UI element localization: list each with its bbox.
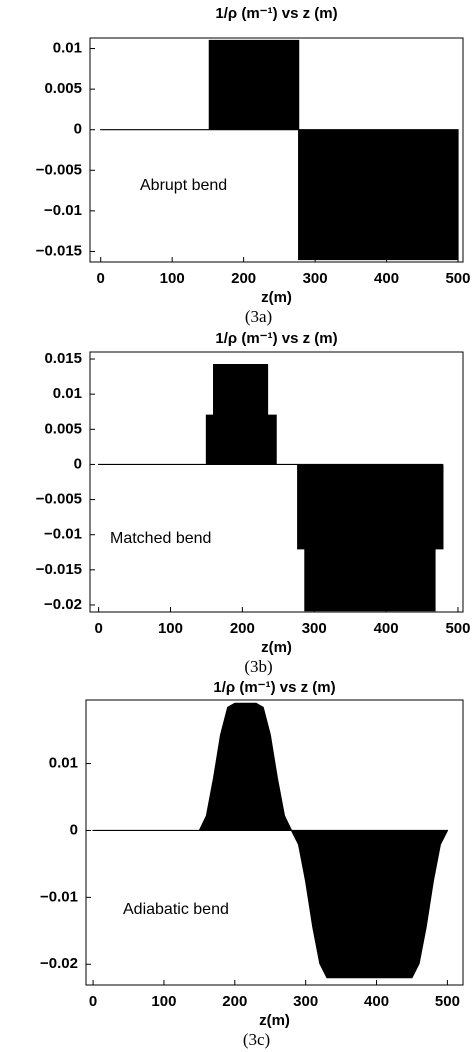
caption: (3b) xyxy=(244,657,272,676)
y-tick-label: −0.01 xyxy=(44,526,82,543)
y-tick-label: 0 xyxy=(70,821,78,838)
x-tick-label: 300 xyxy=(302,620,327,637)
y-tick-label: 0.01 xyxy=(49,755,78,772)
caption: (3c) xyxy=(243,1030,270,1049)
x-tick-label: 200 xyxy=(230,620,255,637)
x-tick-label: 400 xyxy=(364,993,389,1010)
x-tick-label: 100 xyxy=(158,620,183,637)
x-tick-label: 300 xyxy=(293,993,318,1010)
x-axis-label: z(m) xyxy=(261,639,292,656)
x-tick-label: 200 xyxy=(222,993,247,1010)
x-tick-label: 500 xyxy=(435,993,460,1010)
y-tick-label: 0.015 xyxy=(44,350,82,367)
y-tick-label: −0.015 xyxy=(36,242,82,259)
y-tick-label: −0.01 xyxy=(44,202,82,219)
y-tick-label: −0.02 xyxy=(44,596,82,613)
chart-title: 1/ρ (m⁻¹) vs z (m) xyxy=(213,679,335,696)
y-tick-label: −0.005 xyxy=(36,161,82,178)
x-tick-label: 0 xyxy=(89,993,97,1010)
area xyxy=(100,39,459,261)
y-tick-label: −0.015 xyxy=(36,561,82,578)
y-tick-label: 0.005 xyxy=(44,80,82,97)
plot-frame xyxy=(89,351,464,613)
y-tick-label: 0 xyxy=(74,455,82,472)
area xyxy=(98,364,444,612)
x-tick-label: 0 xyxy=(94,620,102,637)
x-axis-label: z(m) xyxy=(261,289,292,306)
x-tick-label: 200 xyxy=(231,270,256,287)
y-tick-label: −0.005 xyxy=(36,491,82,508)
x-tick-label: 100 xyxy=(160,270,185,287)
caption: (3a) xyxy=(245,307,272,326)
x-tick-label: 0 xyxy=(97,270,105,287)
y-tick-label: 0.005 xyxy=(44,420,82,437)
x-tick-label: 500 xyxy=(445,620,470,637)
area xyxy=(92,702,449,979)
y-tick-label: −0.02 xyxy=(40,955,78,972)
x-tick-label: 400 xyxy=(374,270,399,287)
y-tick-label: 0.01 xyxy=(53,40,82,57)
plot-frame xyxy=(89,37,464,263)
x-tick-label: 300 xyxy=(303,270,328,287)
y-tick-label: 0.01 xyxy=(53,385,82,402)
x-tick-label: 500 xyxy=(445,270,470,287)
annotation: Abrupt bend xyxy=(140,177,227,194)
x-tick-label: 100 xyxy=(151,993,176,1010)
y-tick-label: −0.01 xyxy=(40,888,78,905)
chart-title: 1/ρ (m⁻¹) vs z (m) xyxy=(215,5,337,22)
plot-frame xyxy=(85,699,464,986)
annotation: Matched bend xyxy=(110,530,211,547)
annotation: Adiabatic bend xyxy=(123,901,229,918)
x-axis-label: z(m) xyxy=(259,1012,290,1029)
x-tick-label: 400 xyxy=(374,620,399,637)
chart-title: 1/ρ (m⁻¹) vs z (m) xyxy=(215,330,337,347)
y-tick-label: 0 xyxy=(74,121,82,138)
